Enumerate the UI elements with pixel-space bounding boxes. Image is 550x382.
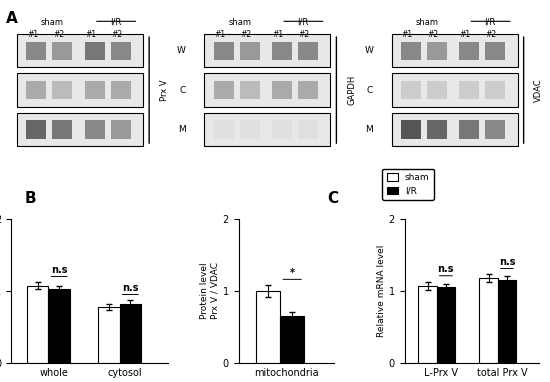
FancyBboxPatch shape	[205, 113, 330, 146]
FancyBboxPatch shape	[392, 113, 518, 146]
Text: M: M	[178, 125, 186, 134]
Text: #2: #2	[486, 30, 497, 39]
Text: #1: #1	[272, 30, 284, 39]
FancyBboxPatch shape	[459, 42, 479, 60]
Text: C: C	[180, 86, 186, 95]
FancyBboxPatch shape	[401, 81, 421, 99]
Text: W: W	[364, 46, 373, 55]
FancyBboxPatch shape	[427, 42, 447, 60]
Text: #1: #1	[85, 30, 96, 39]
Legend: sham, I/R: sham, I/R	[382, 168, 434, 200]
FancyBboxPatch shape	[240, 42, 260, 60]
Bar	[98, 307, 120, 363]
Text: *: *	[290, 268, 295, 278]
Text: GAPDH: GAPDH	[347, 75, 356, 105]
Bar	[120, 304, 141, 363]
Text: #2: #2	[299, 30, 310, 39]
FancyBboxPatch shape	[459, 81, 479, 99]
Text: n.s: n.s	[51, 265, 67, 275]
FancyBboxPatch shape	[26, 120, 46, 139]
Text: Prx V: Prx V	[160, 79, 169, 101]
Text: C: C	[367, 86, 373, 95]
FancyBboxPatch shape	[205, 73, 330, 107]
FancyBboxPatch shape	[459, 120, 479, 139]
FancyBboxPatch shape	[485, 120, 505, 139]
Text: #2: #2	[111, 30, 123, 39]
Bar	[256, 291, 280, 363]
FancyBboxPatch shape	[401, 120, 421, 139]
FancyBboxPatch shape	[401, 42, 421, 60]
FancyBboxPatch shape	[485, 81, 505, 99]
FancyBboxPatch shape	[85, 42, 104, 60]
Text: M: M	[366, 125, 373, 134]
FancyBboxPatch shape	[205, 34, 330, 68]
FancyBboxPatch shape	[17, 73, 143, 107]
FancyBboxPatch shape	[17, 34, 143, 68]
FancyBboxPatch shape	[427, 120, 447, 139]
FancyBboxPatch shape	[111, 120, 131, 139]
FancyBboxPatch shape	[240, 120, 260, 139]
Bar	[480, 278, 498, 363]
Text: C: C	[327, 191, 338, 206]
FancyBboxPatch shape	[272, 42, 292, 60]
FancyBboxPatch shape	[298, 42, 318, 60]
FancyBboxPatch shape	[392, 34, 518, 68]
FancyBboxPatch shape	[52, 81, 73, 99]
FancyBboxPatch shape	[298, 81, 318, 99]
Text: #2: #2	[53, 30, 64, 39]
Text: #1: #1	[460, 30, 471, 39]
Text: A: A	[6, 11, 17, 26]
Bar	[437, 287, 455, 363]
FancyBboxPatch shape	[26, 42, 46, 60]
FancyBboxPatch shape	[427, 81, 447, 99]
FancyBboxPatch shape	[272, 120, 292, 139]
Y-axis label: Protein level
Prx V / VDAC: Protein level Prx V / VDAC	[200, 262, 220, 319]
Bar	[280, 316, 304, 363]
Text: n.s: n.s	[438, 264, 454, 274]
FancyBboxPatch shape	[213, 81, 234, 99]
Bar	[498, 280, 516, 363]
FancyBboxPatch shape	[52, 120, 73, 139]
FancyBboxPatch shape	[272, 81, 292, 99]
Text: I/R: I/R	[110, 18, 121, 26]
FancyBboxPatch shape	[392, 73, 518, 107]
FancyBboxPatch shape	[17, 113, 143, 146]
Y-axis label: Relative mRNA level: Relative mRNA level	[377, 245, 386, 337]
FancyBboxPatch shape	[485, 42, 505, 60]
Bar	[27, 286, 48, 363]
FancyBboxPatch shape	[85, 120, 104, 139]
Text: I/R: I/R	[484, 18, 496, 26]
Text: #1: #1	[402, 30, 412, 39]
Text: B: B	[25, 191, 36, 206]
FancyBboxPatch shape	[26, 81, 46, 99]
Text: sham: sham	[415, 18, 438, 26]
FancyBboxPatch shape	[85, 81, 104, 99]
Text: #2: #2	[240, 30, 251, 39]
Text: sham: sham	[41, 18, 64, 26]
FancyBboxPatch shape	[298, 120, 318, 139]
Text: #1: #1	[214, 30, 226, 39]
Text: n.s: n.s	[122, 283, 139, 293]
FancyBboxPatch shape	[213, 42, 234, 60]
Bar	[419, 286, 437, 363]
Text: n.s: n.s	[499, 257, 515, 267]
FancyBboxPatch shape	[213, 120, 234, 139]
Text: I/R: I/R	[297, 18, 308, 26]
Text: #1: #1	[27, 30, 38, 39]
FancyBboxPatch shape	[52, 42, 73, 60]
Text: W: W	[177, 46, 186, 55]
Text: VDAC: VDAC	[535, 78, 543, 102]
FancyBboxPatch shape	[111, 81, 131, 99]
Bar	[48, 289, 70, 363]
Text: #2: #2	[427, 30, 439, 39]
Text: sham: sham	[228, 18, 251, 26]
FancyBboxPatch shape	[240, 81, 260, 99]
FancyBboxPatch shape	[111, 42, 131, 60]
